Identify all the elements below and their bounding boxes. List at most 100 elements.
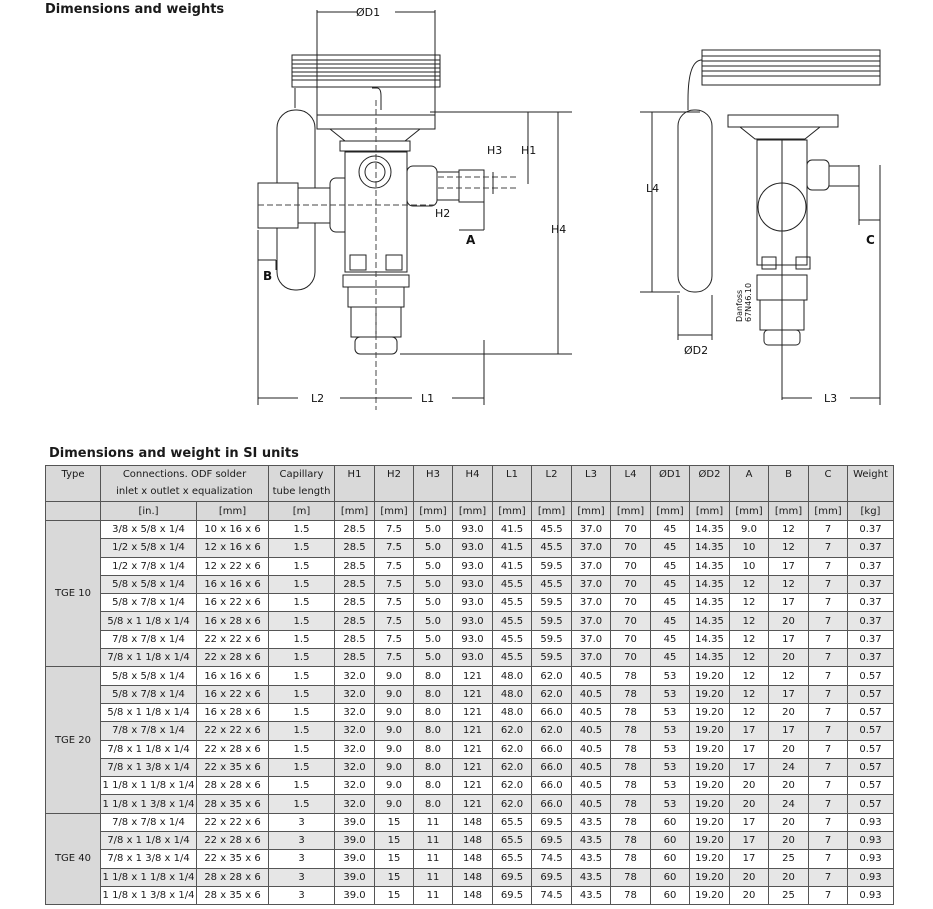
- table-cell: 7.5: [374, 556, 414, 576]
- table-cell: 20: [729, 794, 769, 814]
- table-cell: 5/8 x 7/8 x 1/4: [100, 593, 197, 613]
- table-cell: 41.5: [492, 519, 532, 540]
- table-cell: 22 x 28 x 6: [196, 831, 269, 851]
- table-cell: 8.0: [413, 721, 453, 741]
- header-l2: L2: [531, 465, 572, 502]
- table-cell: 78: [610, 885, 651, 906]
- table-cell: 5/8 x 1 1/8 x 1/4: [100, 611, 197, 631]
- table-cell: 5.0: [413, 648, 453, 668]
- table-cell: 7: [808, 721, 848, 741]
- table-cell: 3: [268, 849, 335, 869]
- table-cell: 43.5: [571, 849, 611, 869]
- type-cell: TGE 20: [45, 666, 101, 814]
- table-cell: 7/8 x 7/8 x 1/4: [100, 629, 197, 650]
- table-cell: 0.57: [847, 776, 894, 796]
- table-cell: 59.5: [531, 648, 572, 668]
- table-cell: 1 1/8 x 1 1/8 x 1/4: [100, 867, 197, 887]
- table-cell: 20: [768, 831, 809, 851]
- table-cell: 32.0: [334, 739, 375, 759]
- table-cell: 7: [808, 867, 848, 887]
- table-cell: 15: [374, 812, 414, 833]
- table-row: TGE 10 3/8 x 5/8 x 1/4 10 x 16 x 6 1.5 28.5 7…: [45, 519, 894, 668]
- label-h3: H3: [487, 144, 502, 157]
- table-cell: 53: [650, 721, 690, 741]
- label-h2: H2: [435, 207, 450, 220]
- table-cell: 16 x 16 x 6: [196, 666, 269, 686]
- table-cell: 12 x 22 x 6: [196, 556, 269, 576]
- table-cell: 7: [808, 776, 848, 796]
- table-cell: 15: [374, 867, 414, 887]
- unit-cell: [mm]: [689, 501, 730, 521]
- header-l3: L3: [571, 465, 611, 502]
- table-cell: 78: [610, 702, 651, 723]
- table-cell: 69.5: [531, 812, 572, 833]
- table-cell: 16 x 22 x 6: [196, 593, 269, 613]
- table-cell: 14.35: [689, 519, 730, 540]
- table-cell: 32.0: [334, 721, 375, 741]
- table-cell: 1.5: [268, 538, 335, 558]
- table-cell: 60: [650, 867, 690, 887]
- unit-cell: [kg]: [847, 501, 894, 521]
- table-cell: 45.5: [492, 593, 532, 613]
- table-cell: 48.0: [492, 666, 532, 686]
- table-cell: 60: [650, 885, 690, 906]
- table-cell: 93.0: [452, 611, 493, 631]
- table-cell: 69.5: [492, 867, 532, 887]
- table-cell: 121: [452, 757, 493, 778]
- table-cell: 40.5: [571, 794, 611, 814]
- table-cell: 45: [650, 556, 690, 576]
- table-cell: 7: [808, 666, 848, 686]
- table-cell: 121: [452, 739, 493, 759]
- table-cell: 0.57: [847, 666, 894, 686]
- table-cell: 93.0: [452, 593, 493, 613]
- table-cell: 17: [729, 849, 769, 869]
- table-cell: 0.57: [847, 739, 894, 759]
- table-cell: 7: [808, 574, 848, 595]
- table-cell: 93.0: [452, 538, 493, 558]
- table-cell: 19.20: [689, 867, 730, 887]
- table-row: 1 1/8 x 1 1/8 x 1/4 28 x 28 x 6 1.5 32.0 9.0…: [46, 776, 894, 796]
- table-cell: 8.0: [413, 684, 453, 704]
- table-cell: 12: [729, 593, 769, 613]
- table-cell: 22 x 22 x 6: [196, 721, 269, 741]
- table-cell: 8.0: [413, 757, 453, 778]
- table-cell: 1.5: [268, 648, 335, 668]
- table-cell: 62.0: [531, 684, 572, 704]
- label-l1: L1: [421, 392, 434, 405]
- table-cell: 121: [452, 721, 493, 741]
- table-cell: 0.37: [847, 556, 894, 576]
- table-cell: 45.5: [492, 629, 532, 650]
- table-cell: 7: [808, 831, 848, 851]
- table-cell: 53: [650, 666, 690, 686]
- table-cell: 15: [374, 885, 414, 906]
- unit-cell: [mm]: [650, 501, 690, 521]
- table-cell: 17: [729, 721, 769, 741]
- table-cell: 11: [413, 812, 453, 833]
- table-cell: 7/8 x 7/8 x 1/4: [100, 721, 197, 741]
- table-cell: 16 x 16 x 6: [196, 574, 269, 595]
- table-cell: 7.5: [374, 538, 414, 558]
- table-cell: 70: [610, 538, 651, 558]
- table-cell: 28.5: [334, 556, 375, 576]
- brand-mark: Danfoss: [735, 290, 744, 322]
- table-cell: 0.57: [847, 721, 894, 741]
- table-cell: 9.0: [729, 519, 769, 540]
- table-cell: 17: [768, 721, 809, 741]
- table-cell: 3/8 x 5/8 x 1/4: [100, 519, 197, 540]
- table-cell: 17: [768, 629, 809, 650]
- table-cell: 1 1/8 x 1 3/8 x 1/4: [100, 794, 197, 814]
- type-cell: TGE 40: [45, 812, 101, 906]
- table-cell: 93.0: [452, 556, 493, 576]
- header-d1: ØD1: [650, 465, 690, 502]
- table-cell: 65.5: [492, 812, 532, 833]
- table-cell: 20: [768, 739, 809, 759]
- front-view-valve: [257, 54, 485, 355]
- table-cell: 59.5: [531, 593, 572, 613]
- table-cell: 19.20: [689, 812, 730, 833]
- table-cell: 12: [729, 648, 769, 668]
- front-centerlines: [258, 100, 518, 410]
- table-cell: 14.35: [689, 611, 730, 631]
- unit-cell: [mm]: [334, 501, 375, 521]
- table-cell: 7.5: [374, 611, 414, 631]
